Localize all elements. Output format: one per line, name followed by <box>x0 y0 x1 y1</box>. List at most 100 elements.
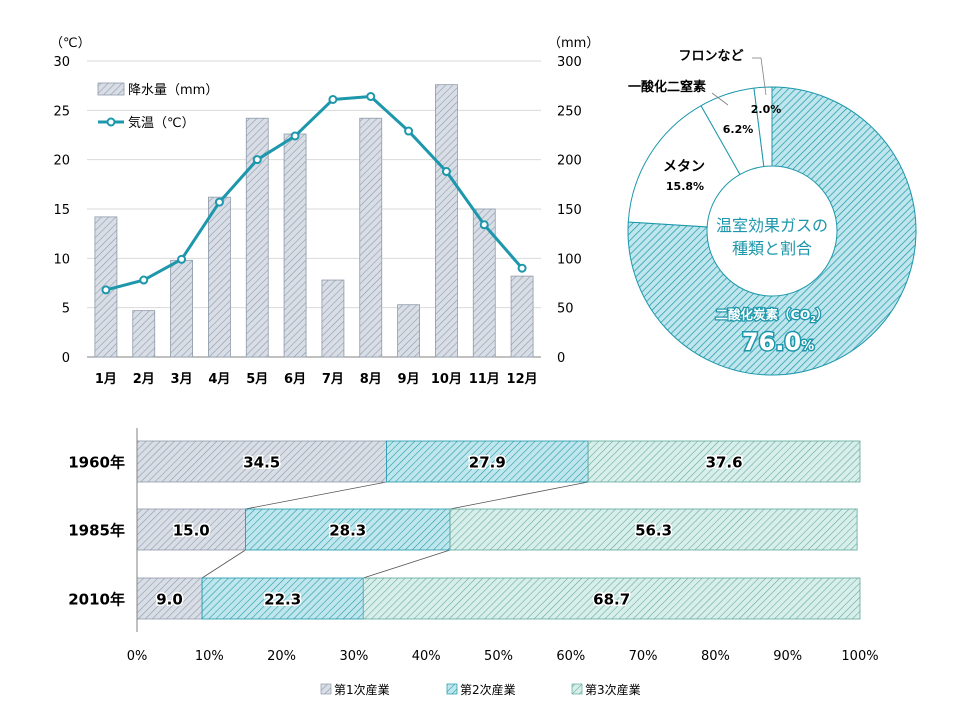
legend-label-primary: 第1次産業 <box>334 682 390 697</box>
tertiary-industry-bar <box>449 508 858 551</box>
temperature-point <box>214 197 224 207</box>
industry-data-label: 34.5 <box>243 454 280 472</box>
tertiary-industry-bar <box>362 577 861 620</box>
ghg-chart: 温室効果ガスの 種類と割合 二酸化炭素（CO2） 76.0% メタン 15.8%… <box>627 49 917 376</box>
pie-label-cfc-value: 2.0% <box>751 103 782 116</box>
pie-label-methane-value: 15.8% <box>666 180 704 193</box>
industry-data-label: 27.9 <box>469 454 506 472</box>
month-tick-label: 11月 <box>469 372 500 387</box>
industry-data-label: 9.0 <box>156 591 183 609</box>
secondary-industry-bar <box>245 508 451 551</box>
left-axis-tick-label: 5 <box>62 302 70 317</box>
industry-connector-line <box>201 549 246 579</box>
industry-data-label: 15.0 <box>173 522 210 540</box>
pie-leader-n2o <box>711 92 729 106</box>
right-axis-tick-label: 300 <box>557 55 582 70</box>
industry-x-tick-label: 90% <box>773 649 802 664</box>
industry-x-tick-label: 80% <box>701 649 730 664</box>
industry-data-label: 56.3 <box>635 522 672 540</box>
pie-center-label-line1: 温室効果ガスの <box>716 216 828 235</box>
month-tick-label: 1月 <box>95 372 117 387</box>
pie-slice-co2 <box>627 86 917 376</box>
precipitation-bar <box>472 208 496 358</box>
month-tick-label: 7月 <box>322 372 344 387</box>
temperature-point <box>290 131 300 141</box>
month-tick-label: 6月 <box>284 372 306 387</box>
month-tick-label: 9月 <box>398 372 420 387</box>
temperature-point <box>366 92 376 102</box>
industry-x-tick-label: 70% <box>629 649 658 664</box>
month-tick-label: 10月 <box>431 372 462 387</box>
legend-label-precipitation: 降水量（mm） <box>128 83 218 98</box>
precipitation-bar <box>170 259 193 358</box>
legend-marker-temperature <box>106 117 116 127</box>
right-axis-unit: （mm） <box>548 36 599 51</box>
precipitation-bar <box>245 117 269 358</box>
left-axis-tick-label: 10 <box>53 252 70 267</box>
legend-swatch-tertiary <box>571 683 583 695</box>
right-axis-tick-label: 200 <box>557 154 582 169</box>
right-axis-tick-label: 100 <box>557 252 582 267</box>
precipitation-bar <box>321 279 345 358</box>
right-axis-tick-label: 0 <box>557 351 565 366</box>
pie-label-co2-value: 76.0% <box>742 328 814 356</box>
industry-data-label: 68.7 <box>593 591 630 609</box>
industry-x-tick-label: 60% <box>556 649 585 664</box>
industry-x-tick-label: 50% <box>484 649 513 664</box>
temperature-point <box>328 94 338 104</box>
temperature-point <box>177 254 187 264</box>
legend-swatch-precipitation <box>97 82 125 96</box>
precipitation-bar <box>283 133 307 358</box>
temperature-point <box>404 126 414 136</box>
legend-label-secondary: 第2次産業 <box>460 682 516 697</box>
pie-label-methane-name: メタン <box>663 159 705 175</box>
precipitation-bar <box>510 275 534 358</box>
pie-label-n2o-value: 6.2% <box>723 123 754 136</box>
month-tick-label: 2月 <box>133 372 155 387</box>
precipitation-bar <box>208 196 231 358</box>
industry-data-label: 22.3 <box>264 591 301 609</box>
month-tick-label: 8月 <box>360 372 382 387</box>
temperature-line <box>105 95 524 292</box>
climate-chart: （℃） （mm） 0510152025300501001502002503001… <box>50 36 599 387</box>
month-tick-label: 4月 <box>208 372 230 387</box>
month-tick-label: 12月 <box>507 372 538 387</box>
month-tick-label: 3月 <box>171 372 193 387</box>
temperature-point <box>252 155 262 165</box>
month-tick-label: 5月 <box>246 372 268 387</box>
left-axis-tick-label: 15 <box>53 203 70 218</box>
temperature-point <box>441 167 451 177</box>
industry-x-tick-label: 20% <box>267 649 296 664</box>
right-axis-tick-label: 50 <box>557 302 574 317</box>
industry-x-tick-label: 30% <box>339 649 368 664</box>
legend-label-temperature: 気温（℃） <box>128 115 195 131</box>
industry-category-label: 1985年 <box>68 522 125 540</box>
left-axis-tick-label: 20 <box>53 154 70 169</box>
industry-legend: 第1次産業 第2次産業 第3次産業 <box>320 682 641 697</box>
legend-swatch-primary <box>320 683 332 695</box>
industry-x-tick-label: 40% <box>412 649 441 664</box>
precipitation-bar <box>132 310 156 358</box>
precipitation-bar <box>397 304 420 358</box>
temperature-point <box>517 263 527 273</box>
primary-industry-bar <box>136 577 203 620</box>
industry-data-label: 37.6 <box>706 454 743 472</box>
industry-x-tick-label: 0% <box>127 649 148 664</box>
secondary-industry-bar <box>201 577 364 620</box>
pie-leader-cfc-v <box>760 57 767 96</box>
industry-connector-line <box>245 481 387 510</box>
temperature-point <box>479 220 489 230</box>
pie-label-cfc-name: フロンなど <box>678 49 743 64</box>
industry-connector-line <box>363 549 451 579</box>
industry-x-tick-label: 100% <box>841 649 878 664</box>
climate-legend: 降水量（mm） 気温（℃） <box>97 82 218 131</box>
pie-center-label-line2: 種類と割合 <box>732 239 812 258</box>
tertiary-industry-bar <box>587 440 861 483</box>
pie-slice-methane <box>627 105 741 228</box>
industry-category-label: 1960年 <box>68 454 125 472</box>
pie-slice-cfc <box>753 86 773 168</box>
industry-category-label: 2010年 <box>68 591 125 609</box>
industry-data-label: 28.3 <box>329 522 366 540</box>
pie-label-n2o-name: 一酸化二窒素 <box>628 79 706 95</box>
